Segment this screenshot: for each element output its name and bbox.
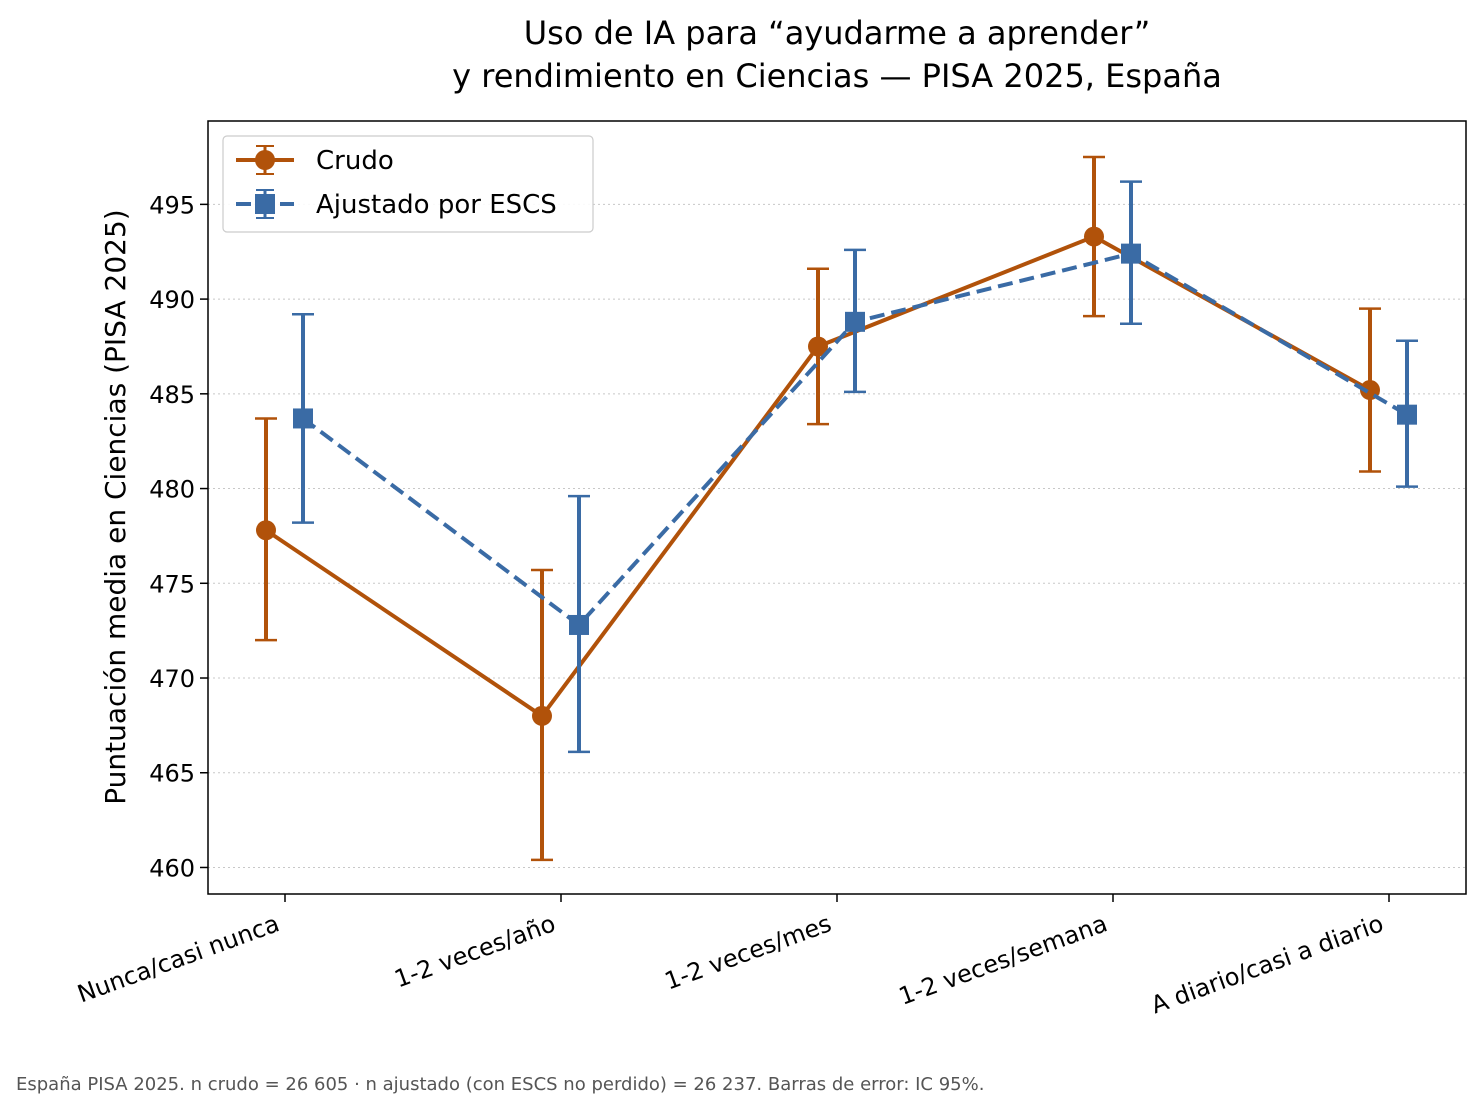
y-tick-label: 470 xyxy=(149,665,195,693)
x-tick-label: 1-2 veces/año xyxy=(391,909,559,993)
legend-marker xyxy=(255,194,275,214)
chart-title-line2: y rendimiento en Ciencias — PISA 2025, E… xyxy=(452,57,1222,95)
data-point xyxy=(808,336,828,357)
plot-area: 460 465 470 475 480 485 490 495 Nunca/casi nunca… xyxy=(74,120,1467,1019)
y-tick-label: 465 xyxy=(149,760,195,788)
data-point xyxy=(569,614,589,635)
chart: Uso de IA para “ayudarme a aprender” y r… xyxy=(74,14,1467,1019)
x-tick-label: A diario/casi a diario xyxy=(1147,909,1387,1019)
chart-title-line1: Uso de IA para “ayudarme a aprender” xyxy=(524,14,1151,52)
footnote: España PISA 2025. n crudo = 26 605 · n a… xyxy=(16,1074,985,1095)
x-tick-label: 1-2 veces/semana xyxy=(895,909,1111,1010)
x-tick-label: 1-2 veces/mes xyxy=(661,909,835,995)
data-point xyxy=(845,311,865,332)
legend xyxy=(222,135,594,233)
y-tick-label: 495 xyxy=(149,191,195,219)
y-tick-label: 485 xyxy=(149,381,195,409)
legend-label: Ajustado por ESCS xyxy=(316,190,557,220)
data-point xyxy=(256,520,276,541)
data-point xyxy=(532,705,552,726)
y-tick-label: 460 xyxy=(149,854,195,882)
legend-label: Crudo xyxy=(316,146,394,176)
axes-frame xyxy=(207,120,1467,895)
y-tick-label: 475 xyxy=(149,570,195,598)
x-tick-label: Nunca/casi nunca xyxy=(74,909,283,1008)
data-point xyxy=(1084,226,1104,247)
legend-marker xyxy=(255,150,275,170)
data-point xyxy=(1121,243,1141,264)
data-point xyxy=(1397,404,1417,425)
data-point xyxy=(293,408,313,429)
y-axis-label: Puntuación media en Ciencias (PISA 2025) xyxy=(99,209,132,804)
y-tick-label: 490 xyxy=(149,286,195,314)
y-tick-label: 480 xyxy=(149,476,195,504)
